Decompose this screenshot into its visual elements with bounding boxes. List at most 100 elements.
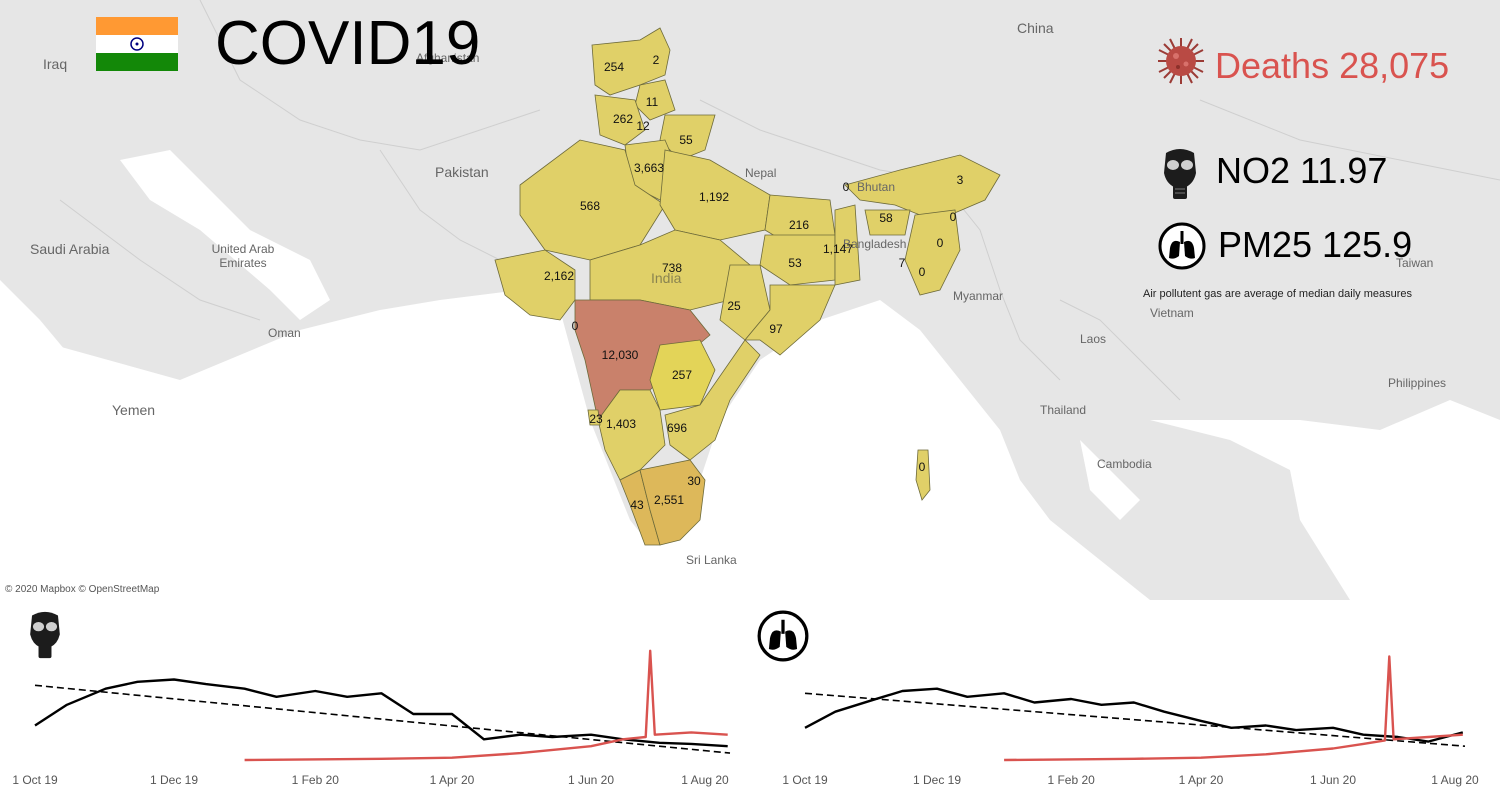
- persian-gulf: [120, 150, 330, 320]
- trend-line[interactable]: [34, 684, 731, 754]
- country-label-taiwan: Taiwan: [1396, 256, 1434, 270]
- state-death-label[interactable]: 0: [949, 210, 957, 224]
- no2-trend-chart[interactable]: [0, 600, 750, 800]
- state-death-label[interactable]: 0: [918, 265, 926, 279]
- state-death-label[interactable]: 568: [579, 199, 601, 213]
- state-death-label[interactable]: 0: [571, 319, 579, 333]
- x-tick-label: 1 Apr 20: [1178, 773, 1224, 787]
- pollutant-note: Air pollutent gas are average of median …: [1143, 288, 1413, 300]
- state-death-label[interactable]: 23: [589, 412, 603, 426]
- state-death-label[interactable]: 3,663: [633, 161, 665, 175]
- no2-kpi: NO2 11.97: [1216, 150, 1388, 191]
- state-jammu-kashmir: [591, 27, 671, 96]
- state-death-label[interactable]: 2,551: [653, 493, 685, 507]
- country-label-philippines: Philippines: [1388, 376, 1447, 390]
- state-jharkhand: [759, 234, 836, 286]
- state-ne-south: [904, 209, 961, 296]
- x-tick-label: 1 Oct 19: [782, 773, 828, 787]
- lungs-icon: [1158, 222, 1206, 270]
- state-uttarakhand: [659, 114, 716, 161]
- country-label-iraq: Iraq: [43, 56, 68, 72]
- state-death-label[interactable]: 216: [788, 218, 810, 232]
- pm25-chart-plot[interactable]: [750, 600, 1500, 800]
- gulf-thailand: [1080, 440, 1140, 520]
- country-label-oman: Oman: [268, 326, 301, 340]
- x-tick-label: 1 Dec 19: [912, 773, 962, 787]
- state-death-label[interactable]: 1,147: [822, 242, 854, 256]
- map-panel[interactable]: China Iraq Pakistan Afghanistan Nepal Bh…: [0, 0, 1500, 600]
- deaths-series-line[interactable]: [1004, 655, 1463, 762]
- state-gujarat: [494, 249, 576, 321]
- state-death-label[interactable]: 43: [630, 498, 644, 512]
- x-tick-label: 1 Jun 20: [567, 773, 615, 787]
- bay-gulf-east: [1150, 400, 1500, 600]
- state-death-label[interactable]: 12,030: [601, 348, 639, 362]
- country-label-china: China: [1017, 20, 1054, 36]
- state-ne-meghalaya: [864, 209, 911, 236]
- country-label-bhutan: Bhutan: [857, 180, 896, 194]
- x-tick-label: 1 Feb 20: [1047, 773, 1095, 787]
- state-death-label[interactable]: 1,403: [605, 417, 637, 431]
- state-death-label[interactable]: 254: [603, 60, 625, 74]
- india-flag-icon: [96, 17, 178, 71]
- state-death-label[interactable]: 262: [612, 112, 634, 126]
- state-death-label[interactable]: 257: [671, 368, 693, 382]
- state-death-label[interactable]: 7: [898, 256, 906, 270]
- state-uttar-pradesh: [659, 149, 771, 241]
- x-tick-label: 1 Jun 20: [1309, 773, 1357, 787]
- country-label-uae: United Arab Emirates: [211, 242, 275, 270]
- map-canvas[interactable]: [0, 0, 1500, 600]
- state-tamil-nadu: [639, 459, 706, 546]
- deaths-kpi: Deaths 28,075: [1215, 45, 1450, 86]
- state-death-label[interactable]: 30: [687, 474, 701, 488]
- state-death-label[interactable]: 3: [956, 173, 964, 187]
- x-tick-label: 1 Dec 19: [149, 773, 199, 787]
- deaths-series-line[interactable]: [244, 649, 728, 762]
- state-death-label[interactable]: 0: [936, 236, 944, 250]
- x-tick-label: 1 Aug 20: [681, 773, 729, 787]
- arabian-sea: [0, 290, 1150, 600]
- no2-chart-plot[interactable]: [0, 600, 750, 800]
- virus-icon: [1158, 38, 1204, 84]
- state-andaman: [915, 449, 931, 501]
- pm25-kpi: PM25 125.9: [1218, 224, 1413, 265]
- state-death-label[interactable]: 11: [645, 95, 659, 109]
- country-label-laos: Laos: [1080, 332, 1107, 346]
- x-tick-label: 1 Oct 19: [12, 773, 58, 787]
- state-death-label[interactable]: 58: [879, 211, 893, 225]
- state-death-label[interactable]: 2,162: [543, 269, 575, 283]
- country-label-vietnam: Vietnam: [1150, 306, 1194, 320]
- x-tick-label: 1 Feb 20: [291, 773, 339, 787]
- state-death-label[interactable]: 53: [788, 256, 802, 270]
- country-label-bangladesh: Bangladesh: [843, 237, 907, 251]
- pollutant-series-line[interactable]: [804, 687, 1464, 743]
- state-karnataka: [597, 389, 666, 481]
- state-odisha: [744, 284, 836, 356]
- state-death-label[interactable]: 0: [842, 180, 850, 194]
- pollutant-series-line[interactable]: [34, 678, 728, 748]
- x-tick-label: 1 Aug 20: [1431, 773, 1479, 787]
- state-rajasthan: [519, 139, 666, 261]
- state-death-label[interactable]: 1,192: [698, 190, 730, 204]
- state-death-label[interactable]: 0: [918, 460, 926, 474]
- country-label-afghanistan: Afghanistan: [416, 51, 480, 65]
- state-goa: [587, 409, 601, 426]
- page-title: COVID19: [215, 9, 481, 78]
- state-death-label[interactable]: 25: [727, 299, 741, 313]
- state-death-label[interactable]: 696: [666, 421, 688, 435]
- state-death-label[interactable]: 97: [769, 322, 783, 336]
- state-ne-assam: [844, 154, 1001, 216]
- country-label-india: India: [651, 270, 682, 286]
- trend-line[interactable]: [804, 692, 1466, 747]
- country-label-myanmar: Myanmar: [953, 289, 1004, 303]
- state-death-label[interactable]: 2: [652, 53, 660, 67]
- state-death-label[interactable]: 55: [679, 133, 693, 147]
- state-death-label[interactable]: 738: [661, 261, 683, 275]
- lungs-icon: [757, 610, 809, 662]
- map-attribution[interactable]: © 2020 Mapbox © OpenStreetMap: [5, 584, 160, 595]
- country-label-thailand: Thailand: [1040, 403, 1087, 417]
- country-label-nepal: Nepal: [745, 166, 777, 180]
- state-death-label[interactable]: 12: [636, 119, 650, 133]
- india-states: [494, 27, 1001, 546]
- pm25-trend-chart[interactable]: [750, 600, 1500, 800]
